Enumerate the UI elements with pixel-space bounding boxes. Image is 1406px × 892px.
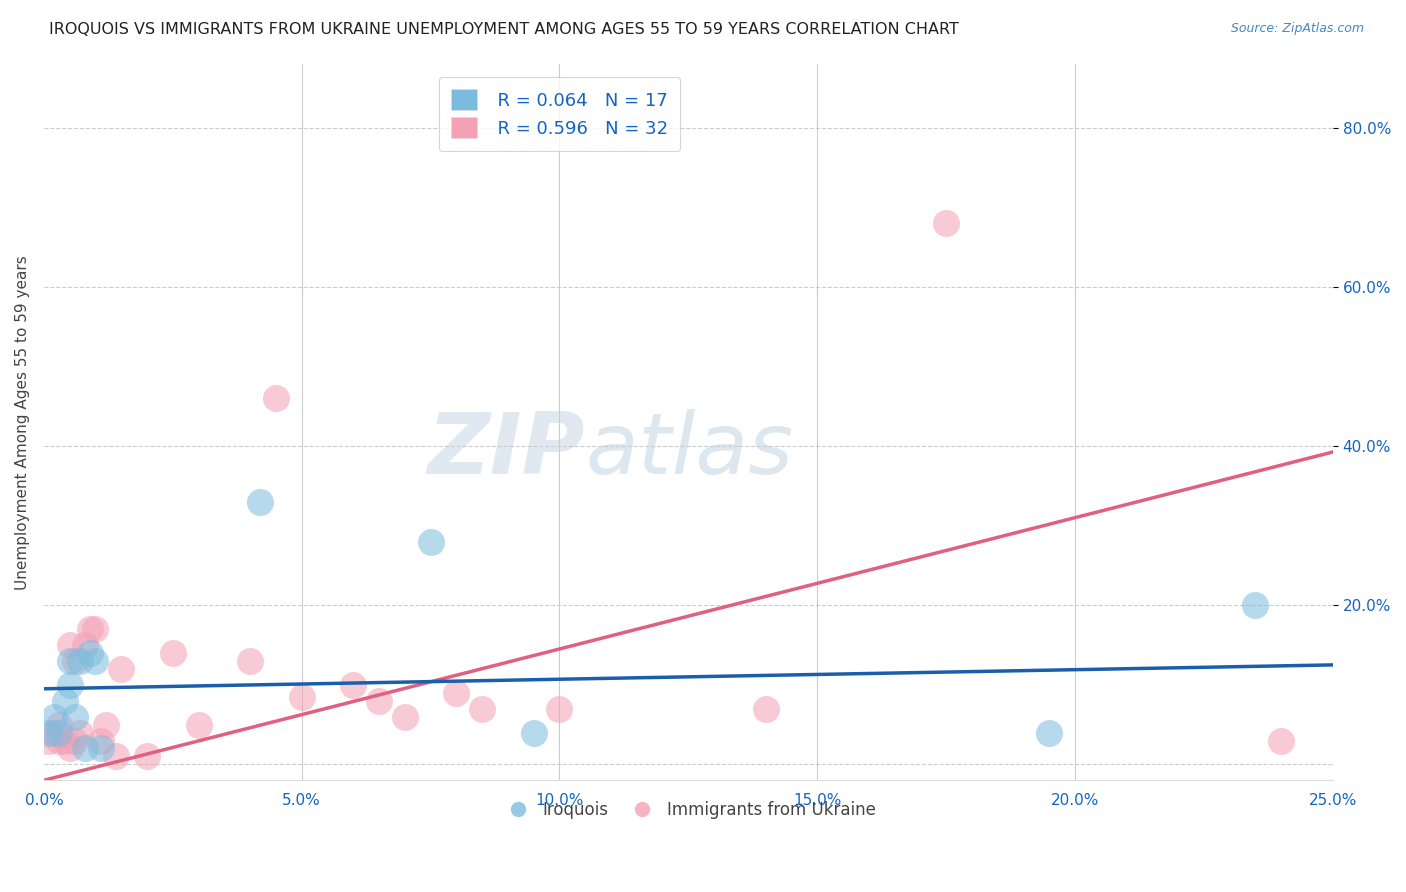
Point: [239, 654, 262, 668]
Point: [48, 733, 70, 747]
Y-axis label: Unemployment Among Ages 55 to 59 years: Unemployment Among Ages 55 to 59 years: [15, 255, 30, 590]
Point: [48, 717, 70, 731]
Point: [84, 654, 107, 668]
Point: [94, 717, 117, 731]
Point: [53, 733, 76, 747]
Point: [48, 725, 70, 739]
Point: [90, 733, 112, 747]
Point: [136, 749, 159, 764]
Point: [471, 701, 494, 715]
Text: IROQUOIS VS IMMIGRANTS FROM UKRAINE UNEMPLOYMENT AMONG AGES 55 TO 59 YEARS CORRE: IROQUOIS VS IMMIGRANTS FROM UKRAINE UNEM…: [49, 22, 959, 37]
Point: [59, 638, 82, 652]
Point: [368, 694, 391, 708]
Point: [79, 646, 101, 660]
Point: [187, 717, 209, 731]
Point: [446, 686, 468, 700]
Point: [75, 638, 97, 652]
Point: [59, 678, 82, 692]
Point: [75, 741, 97, 756]
Legend: Iroquois, Immigrants from Ukraine: Iroquois, Immigrants from Ukraine: [495, 795, 883, 826]
Point: [53, 694, 76, 708]
Point: [264, 392, 287, 406]
Point: [419, 534, 441, 549]
Point: [59, 654, 82, 668]
Point: [394, 709, 416, 723]
Point: [291, 690, 314, 704]
Point: [1038, 725, 1060, 739]
Point: [162, 646, 184, 660]
Text: Source: ZipAtlas.com: Source: ZipAtlas.com: [1230, 22, 1364, 36]
Point: [38, 725, 60, 739]
Point: [79, 622, 101, 636]
Point: [90, 741, 112, 756]
Point: [249, 495, 271, 509]
Point: [38, 733, 60, 747]
Point: [342, 678, 364, 692]
Point: [69, 725, 91, 739]
Point: [69, 654, 91, 668]
Point: [110, 662, 132, 676]
Point: [523, 725, 546, 739]
Point: [84, 622, 107, 636]
Text: atlas: atlas: [585, 409, 793, 492]
Point: [548, 701, 571, 715]
Point: [44, 709, 66, 723]
Point: [1244, 598, 1267, 612]
Text: ZIP: ZIP: [427, 409, 585, 492]
Point: [935, 216, 957, 230]
Point: [44, 725, 66, 739]
Point: [1270, 733, 1292, 747]
Point: [63, 654, 86, 668]
Point: [63, 709, 86, 723]
Point: [105, 749, 128, 764]
Point: [755, 701, 778, 715]
Point: [59, 741, 82, 756]
Point: [63, 733, 86, 747]
